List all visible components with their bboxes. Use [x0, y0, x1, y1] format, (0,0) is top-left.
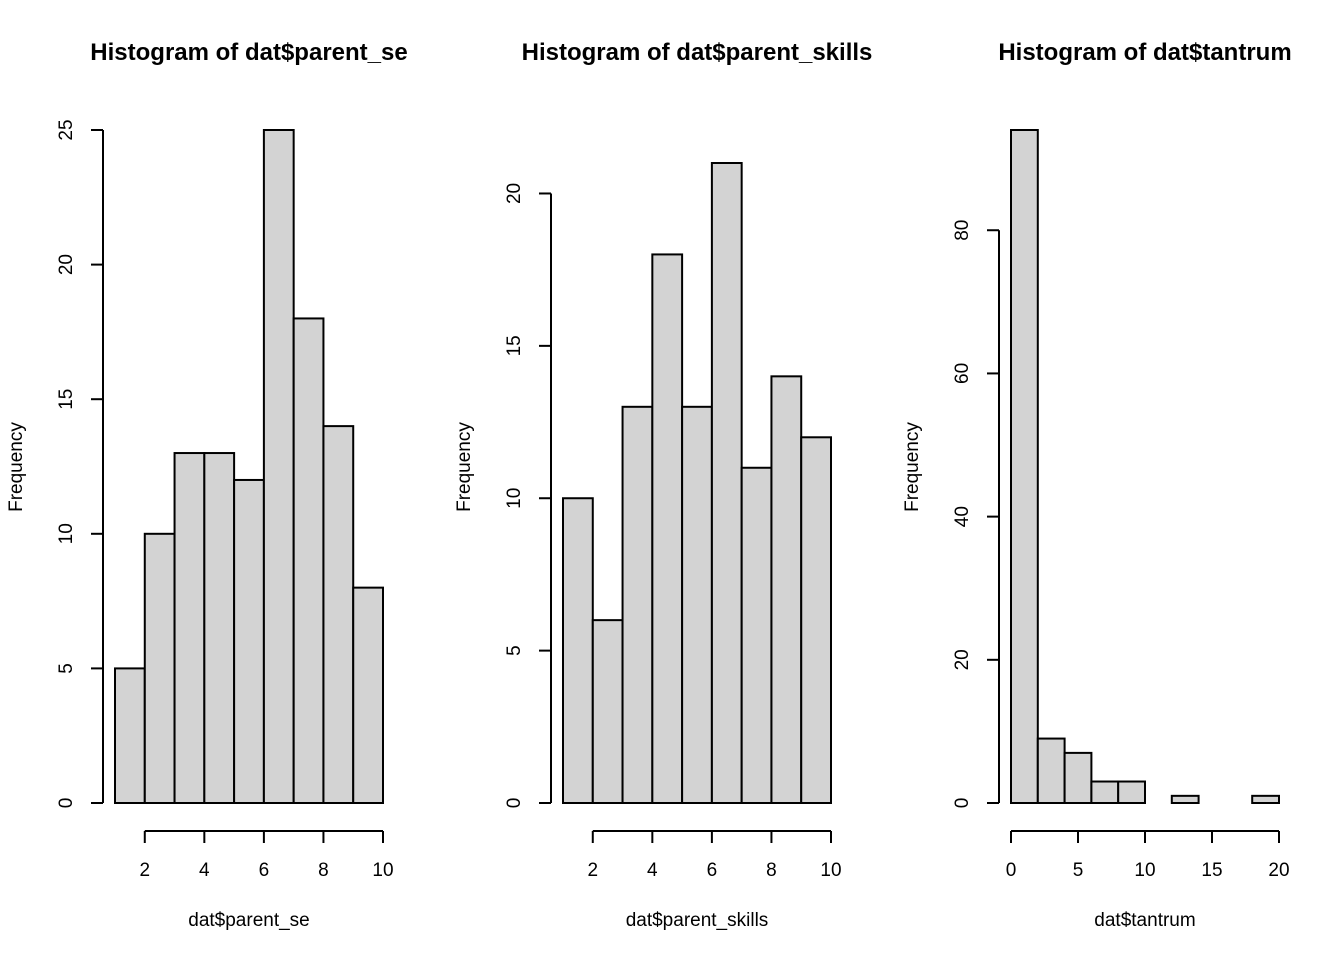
- histogram-bar: [1063, 751, 1093, 805]
- x-tick-label: 6: [259, 860, 270, 881]
- x-tick-label: 8: [318, 860, 329, 881]
- histogram-bar: [1170, 794, 1200, 805]
- histogram-bar: [770, 375, 803, 804]
- histogram-tantrum-panel: Histogram of dat$tantrum dat$tantrum Fre…: [902, 39, 1292, 931]
- histogram-bar: [1117, 780, 1146, 805]
- x-axis-label: dat$parent_se: [188, 910, 310, 931]
- y-tick-label: 0: [56, 798, 77, 809]
- histogram-bar: [1251, 794, 1280, 805]
- x-tick-label: 4: [647, 860, 658, 881]
- histogram-bar: [233, 478, 265, 804]
- y-tick-label: 0: [952, 798, 973, 809]
- y-tick-label: 10: [56, 523, 77, 544]
- y-tick-label: 5: [504, 645, 525, 656]
- x-tick-label: 4: [199, 860, 210, 881]
- histogram-bar: [800, 436, 833, 804]
- y-tick-label: 80: [952, 220, 973, 241]
- histogram-bar: [740, 466, 773, 804]
- y-tick-label: 20: [952, 649, 973, 670]
- chart-title: Histogram of dat$tantrum: [998, 39, 1291, 66]
- histogram-parent-skills-panel: Histogram of dat$parent_skills dat$paren…: [454, 39, 872, 931]
- histogram-bar: [651, 253, 684, 804]
- y-axis-label: Frequency: [454, 422, 475, 512]
- histogram-bar: [681, 405, 713, 804]
- x-axis-label: dat$tantrum: [1094, 910, 1195, 931]
- x-tick-label: 10: [820, 860, 841, 881]
- histogram-bar: [562, 497, 594, 804]
- x-tick-label: 2: [139, 860, 150, 881]
- x-tick-label: 10: [372, 860, 393, 881]
- y-tick-label: 20: [504, 183, 525, 204]
- y-tick-label: 25: [56, 119, 77, 140]
- histogram-bar: [322, 425, 355, 804]
- y-tick-label: 5: [56, 663, 77, 674]
- x-tick-label: 5: [1073, 860, 1084, 881]
- histogram-bar: [114, 667, 146, 805]
- histogram-bar: [143, 532, 176, 804]
- x-tick-label: 6: [707, 860, 718, 881]
- histogram-bar: [292, 317, 325, 804]
- x-tick-label: 10: [1134, 860, 1155, 881]
- chart-title: Histogram of dat$parent_se: [90, 39, 407, 66]
- y-tick-label: 15: [504, 335, 525, 356]
- histogram-bar: [591, 619, 624, 805]
- x-tick-label: 2: [587, 860, 598, 881]
- y-axis-label: Frequency: [902, 422, 923, 512]
- y-axis-label: Frequency: [6, 422, 27, 512]
- histogram-bar: [1090, 780, 1120, 805]
- y-tick-label: 60: [952, 363, 973, 384]
- histogram-bar: [262, 129, 295, 804]
- histogram-bar: [352, 586, 385, 805]
- x-tick-label: 8: [766, 860, 777, 881]
- histogram-parent-se-panel: Histogram of dat$parent_se dat$parent_se…: [6, 39, 408, 931]
- x-tick-label: 0: [1006, 860, 1017, 881]
- y-tick-label: 10: [504, 488, 525, 509]
- histogram-bar: [1036, 737, 1066, 805]
- histogram-bar: [1010, 129, 1039, 804]
- histogram-bar: [173, 452, 206, 804]
- y-tick-label: 40: [952, 506, 973, 527]
- chart-title: Histogram of dat$parent_skills: [522, 39, 873, 66]
- y-tick-label: 0: [504, 798, 525, 809]
- x-axis-label: dat$parent_skills: [626, 910, 769, 931]
- y-tick-label: 20: [56, 254, 77, 275]
- histogram-bar: [203, 452, 236, 804]
- histogram-bar: [710, 162, 743, 804]
- x-tick-label: 20: [1268, 860, 1289, 881]
- x-tick-label: 15: [1201, 860, 1222, 881]
- histogram-bar: [621, 405, 654, 804]
- y-tick-label: 15: [56, 389, 77, 410]
